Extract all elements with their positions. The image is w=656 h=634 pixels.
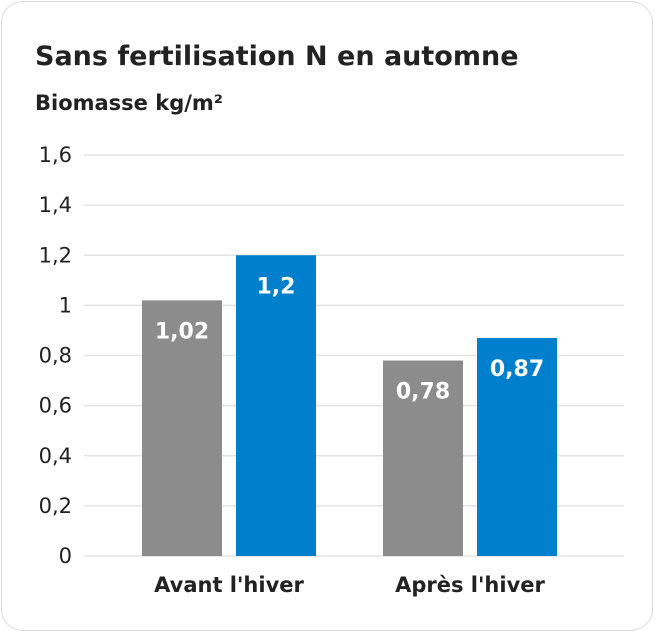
chart-title: Sans fertilisation N en automne bbox=[35, 41, 519, 72]
bar bbox=[236, 255, 316, 556]
data-label: 0,78 bbox=[396, 380, 450, 405]
bars bbox=[142, 255, 557, 556]
bar bbox=[142, 300, 222, 556]
y-tick-label: 0,2 bbox=[39, 494, 72, 518]
x-axis-categories: Avant l'hiver Après l'hiver bbox=[154, 573, 545, 597]
x-category-label: Avant l'hiver bbox=[154, 573, 304, 597]
x-category-label: Après l'hiver bbox=[395, 573, 545, 597]
y-tick-label: 1,6 bbox=[39, 143, 72, 167]
y-tick-label: 0,6 bbox=[39, 394, 72, 418]
y-axis-label: Biomasse kg/m² bbox=[35, 91, 223, 115]
y-tick-label: 1,4 bbox=[39, 193, 72, 217]
y-tick-label: 1,2 bbox=[39, 243, 72, 267]
y-tick-label: 1 bbox=[59, 293, 72, 317]
data-labels: 1,02 1,2 0,78 0,87 bbox=[155, 274, 544, 404]
y-tick-label: 0 bbox=[59, 544, 72, 568]
data-label: 1,2 bbox=[257, 274, 296, 299]
y-axis-ticks: 0 0,2 0,4 0,6 0,8 1 1,2 1,4 1,6 bbox=[39, 143, 72, 568]
data-label: 0,87 bbox=[490, 357, 544, 382]
bar bbox=[477, 337, 557, 556]
y-tick-label: 0,4 bbox=[39, 444, 72, 468]
data-label: 1,02 bbox=[155, 319, 209, 344]
bar bbox=[383, 360, 463, 556]
y-tick-label: 0,8 bbox=[39, 344, 72, 368]
